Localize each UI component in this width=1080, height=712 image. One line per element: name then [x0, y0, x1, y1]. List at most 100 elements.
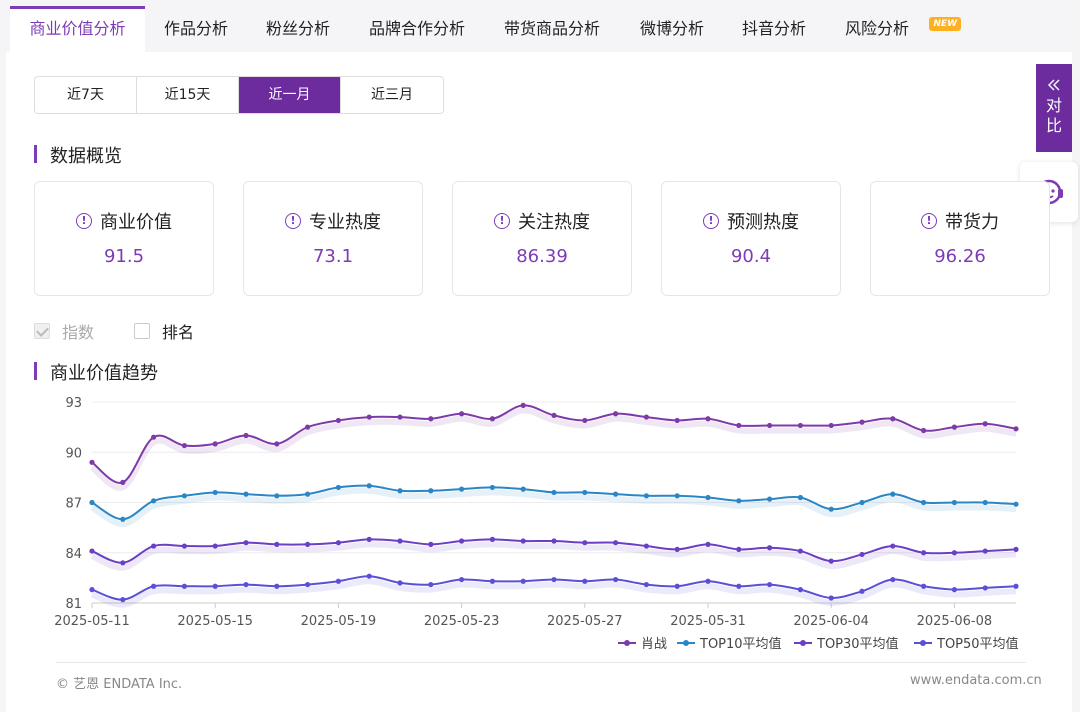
data-point	[890, 416, 896, 422]
data-point	[520, 402, 526, 408]
data-point	[828, 506, 834, 512]
data-point	[459, 538, 465, 544]
legend-marker	[920, 640, 926, 646]
data-point	[212, 543, 218, 549]
data-point	[797, 494, 804, 501]
metric-value: 90.4	[730, 246, 772, 267]
metric-value: 86.39	[516, 246, 568, 267]
data-point	[828, 422, 834, 429]
x-tick-label: 2025-05-19	[301, 614, 377, 629]
metric-value: 96.26	[934, 246, 986, 267]
data-point	[335, 417, 341, 424]
top-tab-bar: 商业价值分析 作品分析 粉丝分析 品牌合作分析 带货商品分析 微博分析 抖音分析…	[0, 0, 1080, 52]
data-point	[951, 424, 958, 430]
data-point	[551, 412, 557, 418]
overview-title: 数据概览	[34, 142, 122, 168]
data-point	[243, 491, 249, 497]
data-point	[305, 424, 311, 430]
metric-card-attention: ! 关注热度 86.39	[452, 181, 632, 296]
data-point	[736, 583, 742, 589]
metric-label: 专业热度	[309, 212, 381, 233]
data-point	[859, 419, 865, 425]
tab-brand-cooperation[interactable]: 品牌合作分析	[368, 19, 465, 38]
data-point	[243, 540, 249, 546]
tab-commercial-value[interactable]: 商业价值分析	[10, 6, 145, 52]
index-checkbox[interactable]	[34, 323, 50, 339]
tab-douyin[interactable]: 抖音分析	[741, 19, 806, 38]
data-point	[705, 494, 711, 501]
data-point	[828, 558, 834, 564]
data-point	[459, 576, 465, 583]
data-point	[520, 486, 526, 492]
compare-label-1: 对	[1045, 96, 1062, 115]
data-point	[736, 422, 742, 429]
data-point	[274, 441, 280, 447]
data-point	[243, 581, 249, 588]
data-point	[428, 541, 434, 547]
trend-title: 商业价值趋势	[34, 359, 158, 385]
tab-risk[interactable]: 风险分析 NEW	[831, 6, 961, 52]
data-point	[274, 541, 280, 547]
data-point	[551, 576, 557, 583]
data-point	[797, 587, 804, 593]
y-tick-label: 84	[65, 547, 82, 562]
data-point	[643, 543, 650, 549]
data-point	[1013, 583, 1019, 589]
info-icon[interactable]: !	[285, 213, 301, 229]
data-point	[335, 484, 341, 491]
x-tick-label: 2025-05-15	[177, 614, 253, 629]
data-point	[828, 595, 834, 601]
info-icon[interactable]: !	[76, 213, 92, 229]
x-tick-label: 2025-05-11	[54, 614, 130, 629]
data-point	[428, 581, 434, 588]
rank-checkbox[interactable]	[134, 323, 151, 339]
data-point	[151, 583, 157, 589]
data-point	[520, 538, 526, 544]
range-7-days[interactable]: 近7天	[35, 77, 137, 113]
legend-marker	[683, 640, 689, 646]
main-panel	[6, 52, 1072, 712]
range-15-days[interactable]: 近15天	[137, 77, 239, 113]
data-point	[859, 499, 865, 506]
data-point	[674, 583, 680, 589]
data-point	[551, 538, 557, 544]
metric-card-professional: ! 专业热度 73.1	[243, 181, 423, 296]
tab-works[interactable]: 作品分析	[163, 19, 228, 38]
data-point	[120, 479, 126, 485]
data-point	[366, 573, 372, 579]
data-point	[613, 411, 619, 417]
data-point	[120, 560, 126, 566]
compare-tab[interactable]: 对 比	[1036, 64, 1072, 152]
data-point	[582, 540, 588, 546]
data-point	[643, 414, 650, 420]
range-3-months[interactable]: 近三月	[341, 77, 443, 113]
legend-label: 肖战	[641, 637, 667, 652]
data-point	[181, 442, 187, 449]
y-tick-label: 81	[65, 597, 82, 612]
data-point	[181, 493, 187, 499]
data-point	[643, 493, 650, 499]
data-point	[767, 422, 773, 429]
data-point	[366, 414, 372, 420]
data-point	[489, 484, 495, 491]
footer-divider	[56, 662, 1026, 663]
tab-weibo[interactable]: 微博分析	[639, 19, 704, 38]
data-point	[551, 489, 557, 496]
data-point	[859, 551, 865, 558]
tab-fans[interactable]: 粉丝分析	[265, 19, 330, 38]
data-point	[212, 441, 218, 447]
info-icon[interactable]: !	[921, 213, 937, 229]
copyright-text: © 艺恩 ENDATA Inc.	[56, 677, 183, 692]
legend-marker	[624, 640, 630, 646]
data-point	[767, 545, 773, 551]
data-point	[335, 540, 341, 546]
range-1-month[interactable]: 近一月	[239, 77, 341, 113]
info-icon[interactable]: !	[494, 213, 510, 229]
data-point	[120, 597, 126, 603]
data-point	[890, 491, 896, 497]
tab-goods[interactable]: 带货商品分析	[503, 19, 600, 38]
data-point	[674, 417, 680, 424]
info-icon[interactable]: !	[703, 213, 719, 229]
data-point	[459, 486, 465, 492]
data-point	[397, 414, 403, 420]
